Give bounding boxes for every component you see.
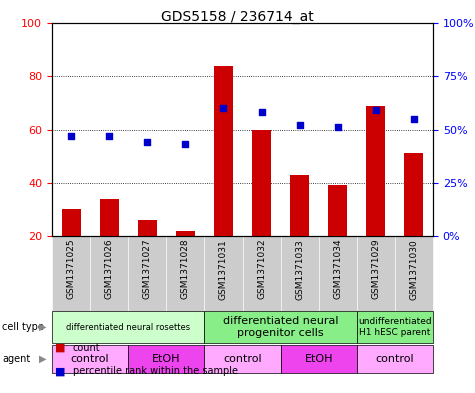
Text: EtOH: EtOH	[152, 354, 180, 364]
Point	[219, 105, 227, 111]
Point	[296, 122, 304, 129]
Text: ▶: ▶	[39, 354, 47, 364]
Text: percentile rank within the sample: percentile rank within the sample	[73, 366, 238, 376]
Bar	[328, 185, 347, 236]
Text: control: control	[71, 354, 109, 364]
Text: control: control	[376, 354, 414, 364]
Text: control: control	[223, 354, 262, 364]
Bar	[366, 106, 385, 236]
Text: GDS5158 / 236714_at: GDS5158 / 236714_at	[161, 10, 314, 24]
Text: differentiated neural rosettes: differentiated neural rosettes	[66, 323, 190, 332]
Bar	[100, 199, 119, 236]
Point	[143, 139, 151, 145]
Text: undifferentiated
H1 hESC parent: undifferentiated H1 hESC parent	[358, 317, 432, 337]
Text: agent: agent	[2, 354, 30, 364]
Bar	[138, 220, 157, 236]
Text: EtOH: EtOH	[304, 354, 333, 364]
Text: differentiated neural
progenitor cells: differentiated neural progenitor cells	[223, 316, 338, 338]
Point	[410, 116, 418, 122]
Point	[105, 133, 113, 139]
Text: ■: ■	[55, 366, 65, 376]
Point	[181, 141, 189, 147]
Text: ▶: ▶	[39, 322, 47, 332]
Bar	[252, 130, 271, 236]
Bar	[214, 66, 233, 236]
Text: ■: ■	[55, 343, 65, 353]
Point	[372, 107, 380, 114]
Bar	[62, 209, 81, 236]
Bar	[176, 231, 195, 236]
Point	[258, 109, 266, 116]
Point	[334, 124, 342, 130]
Text: cell type: cell type	[2, 322, 44, 332]
Text: count: count	[73, 343, 100, 353]
Point	[67, 133, 75, 139]
Bar	[404, 153, 424, 236]
Bar	[290, 175, 309, 236]
